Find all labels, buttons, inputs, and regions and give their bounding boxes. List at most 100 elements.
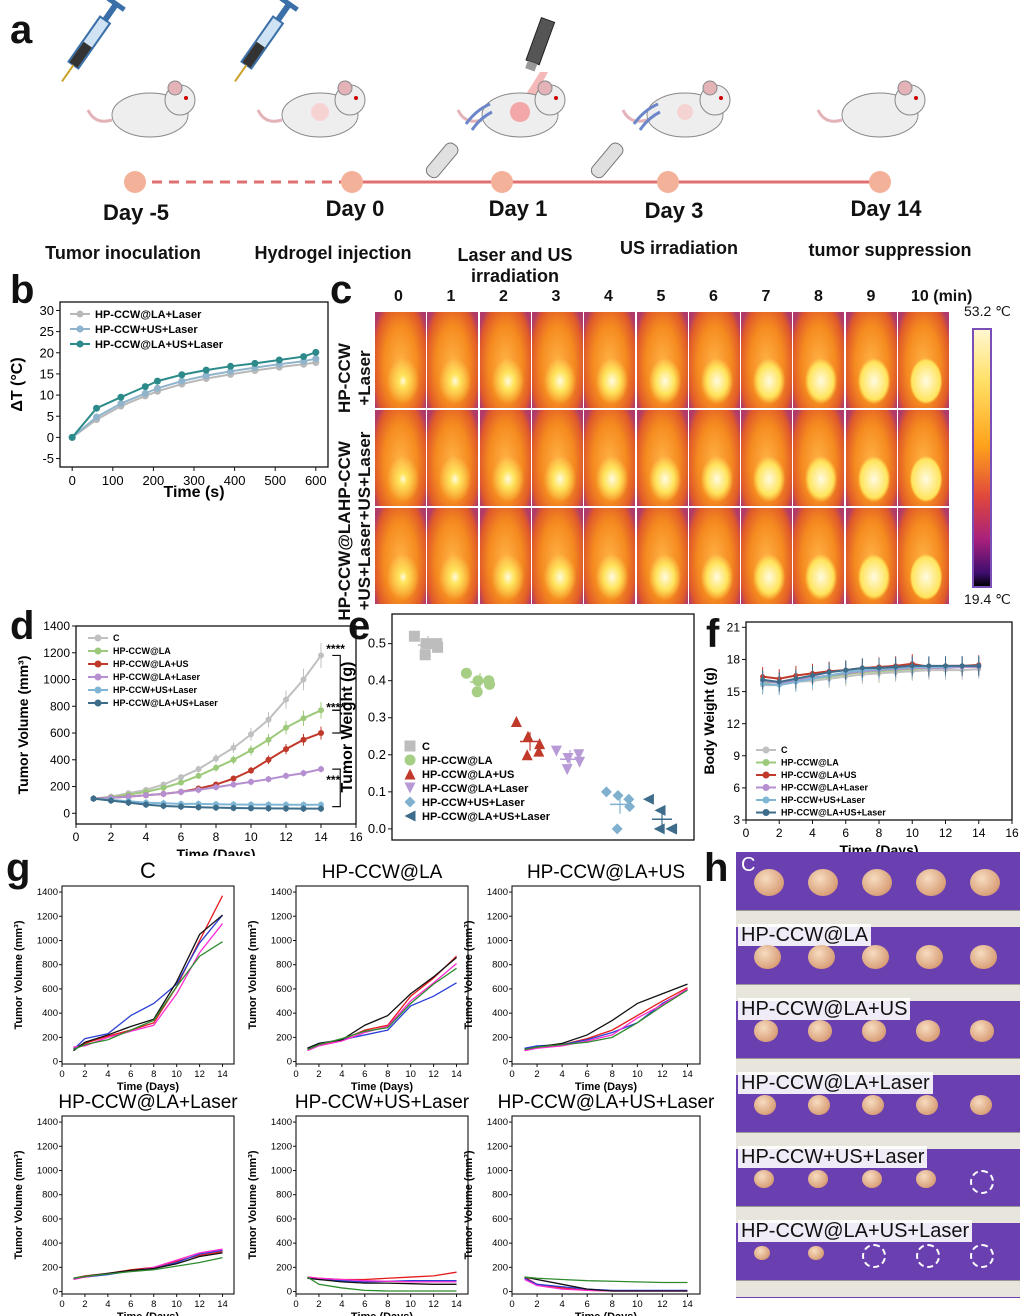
data-point: [283, 805, 289, 812]
data-point: [810, 673, 815, 679]
data-point: [195, 772, 202, 779]
tumor-sample: [862, 944, 889, 969]
y-axis-label: Tumor Volume (mm³): [247, 920, 259, 1029]
day-label: Day 1: [488, 196, 548, 221]
series-line: [73, 895, 224, 1049]
y-tick-label: 400: [492, 1238, 508, 1249]
thermal-image-grid: [375, 312, 950, 607]
x-tick-label: 6: [178, 830, 185, 844]
thermal-image: [741, 312, 793, 408]
y-tick-label: 0.4: [368, 673, 386, 688]
y-tick-label: 800: [492, 1190, 508, 1201]
data-point: [472, 675, 484, 687]
y-tick-label: 1400: [43, 619, 70, 633]
panel-label-d: d: [10, 604, 35, 648]
thermal-image: [584, 508, 636, 604]
y-tick-label: 1000: [37, 935, 58, 946]
y-tick-label: 1400: [271, 1117, 292, 1128]
y-tick-label: 10: [40, 388, 54, 403]
small-multiple-title: C: [140, 858, 156, 883]
tumor-sample: [862, 1095, 884, 1115]
data-point: [283, 746, 289, 753]
y-tick-label: 600: [42, 984, 58, 995]
panel-label-a: a: [10, 8, 33, 52]
thermal-image: [793, 312, 845, 408]
data-point: [843, 667, 849, 673]
y-tick-label: 400: [492, 1008, 508, 1019]
y-tick-label: -5: [42, 451, 54, 466]
x-tick-label: 12: [657, 1299, 668, 1310]
thermal-time-label: 4: [604, 288, 613, 305]
thermal-image: [688, 508, 740, 604]
timeline-dot: [124, 171, 146, 193]
data-point: [300, 353, 308, 361]
x-axis-label: Time (s): [163, 484, 224, 501]
y-tick-label: 1000: [487, 935, 508, 946]
x-tick-label: 12: [428, 1069, 439, 1080]
y-tick-label: 0.5: [368, 636, 386, 651]
small-multiple-title: HP-CCW@LA+US+Laser: [498, 1092, 715, 1113]
x-tick-label: 16: [349, 830, 363, 844]
data-point: [265, 736, 272, 743]
legend-label: HP-CCW@LA: [422, 755, 493, 767]
y-tick-label: 400: [42, 1238, 58, 1249]
legend-marker: [762, 796, 770, 804]
ultrasound-probe-icon: [425, 142, 459, 179]
x-tick-label: 200: [143, 473, 165, 488]
data-point: [178, 788, 184, 795]
y-tick-label: 5: [47, 409, 54, 424]
x-tick-label: 12: [194, 1069, 205, 1080]
thermal-time-label: 8: [814, 288, 823, 305]
series-line: [307, 967, 457, 1051]
data-point: [283, 696, 289, 703]
data-point: [793, 676, 799, 682]
thermal-time-label: 2: [499, 288, 508, 305]
series-line: [73, 914, 224, 1050]
data-point: [213, 784, 219, 791]
y-tick-label: 1400: [37, 1117, 58, 1128]
series-line: [307, 982, 457, 1049]
thermal-image: [688, 410, 740, 506]
x-axis-label: Time (Days): [575, 1311, 637, 1316]
x-tick-label: 10: [632, 1299, 643, 1310]
thermal-image: [845, 312, 897, 408]
data-point: [419, 649, 431, 661]
y-tick-label: 12: [727, 717, 741, 731]
data-point: [248, 747, 254, 754]
empty-sample-circle: [970, 1170, 994, 1194]
panel-label-b: b: [10, 268, 35, 312]
thermal-image: [845, 508, 897, 604]
y-axis-label: Tumor Volume (mm³): [15, 656, 31, 795]
thermal-image: [898, 410, 949, 506]
step-label: Laser and US irradiation: [457, 245, 573, 286]
step-label: US irradiation: [619, 238, 739, 258]
x-tick-label: 12: [939, 826, 953, 840]
thermal-image: [741, 508, 793, 604]
y-tick-label: 1000: [271, 1165, 292, 1176]
y-tick-label: 1000: [271, 935, 292, 946]
x-tick-label: 4: [809, 826, 816, 840]
photo-group-label: HP-CCW@LA+US+Laser: [738, 1220, 973, 1242]
small-multiple: 0 2 4 6 8 10 12 14 0 200 400 600 800 1000 1200 1400 Time…: [463, 862, 701, 1093]
small-multiple-title: HP-CCW@LA: [322, 862, 443, 883]
thermal-image: [741, 410, 793, 506]
data-point: [202, 366, 210, 374]
day-label: Day 3: [644, 198, 704, 223]
series-line: [73, 914, 223, 1052]
x-tick-label: 2: [776, 826, 783, 840]
y-tick-label: 0: [63, 806, 70, 820]
x-tick-label: 0: [73, 830, 80, 844]
data-point: [318, 805, 324, 812]
series-line: [524, 1276, 688, 1284]
data-point: [248, 767, 254, 774]
tumor-sample: [808, 1170, 828, 1188]
laser-icon: [525, 16, 556, 72]
data-point: [93, 413, 101, 421]
thermal-image: [898, 312, 949, 408]
y-tick-label: 800: [42, 960, 58, 971]
data-point: [143, 792, 149, 799]
x-tick-label: 14: [217, 1299, 228, 1310]
legend-label: HP-CCW@LA+US+Laser: [422, 811, 551, 823]
x-tick-label: 0: [59, 1069, 64, 1080]
data-point: [265, 776, 272, 783]
